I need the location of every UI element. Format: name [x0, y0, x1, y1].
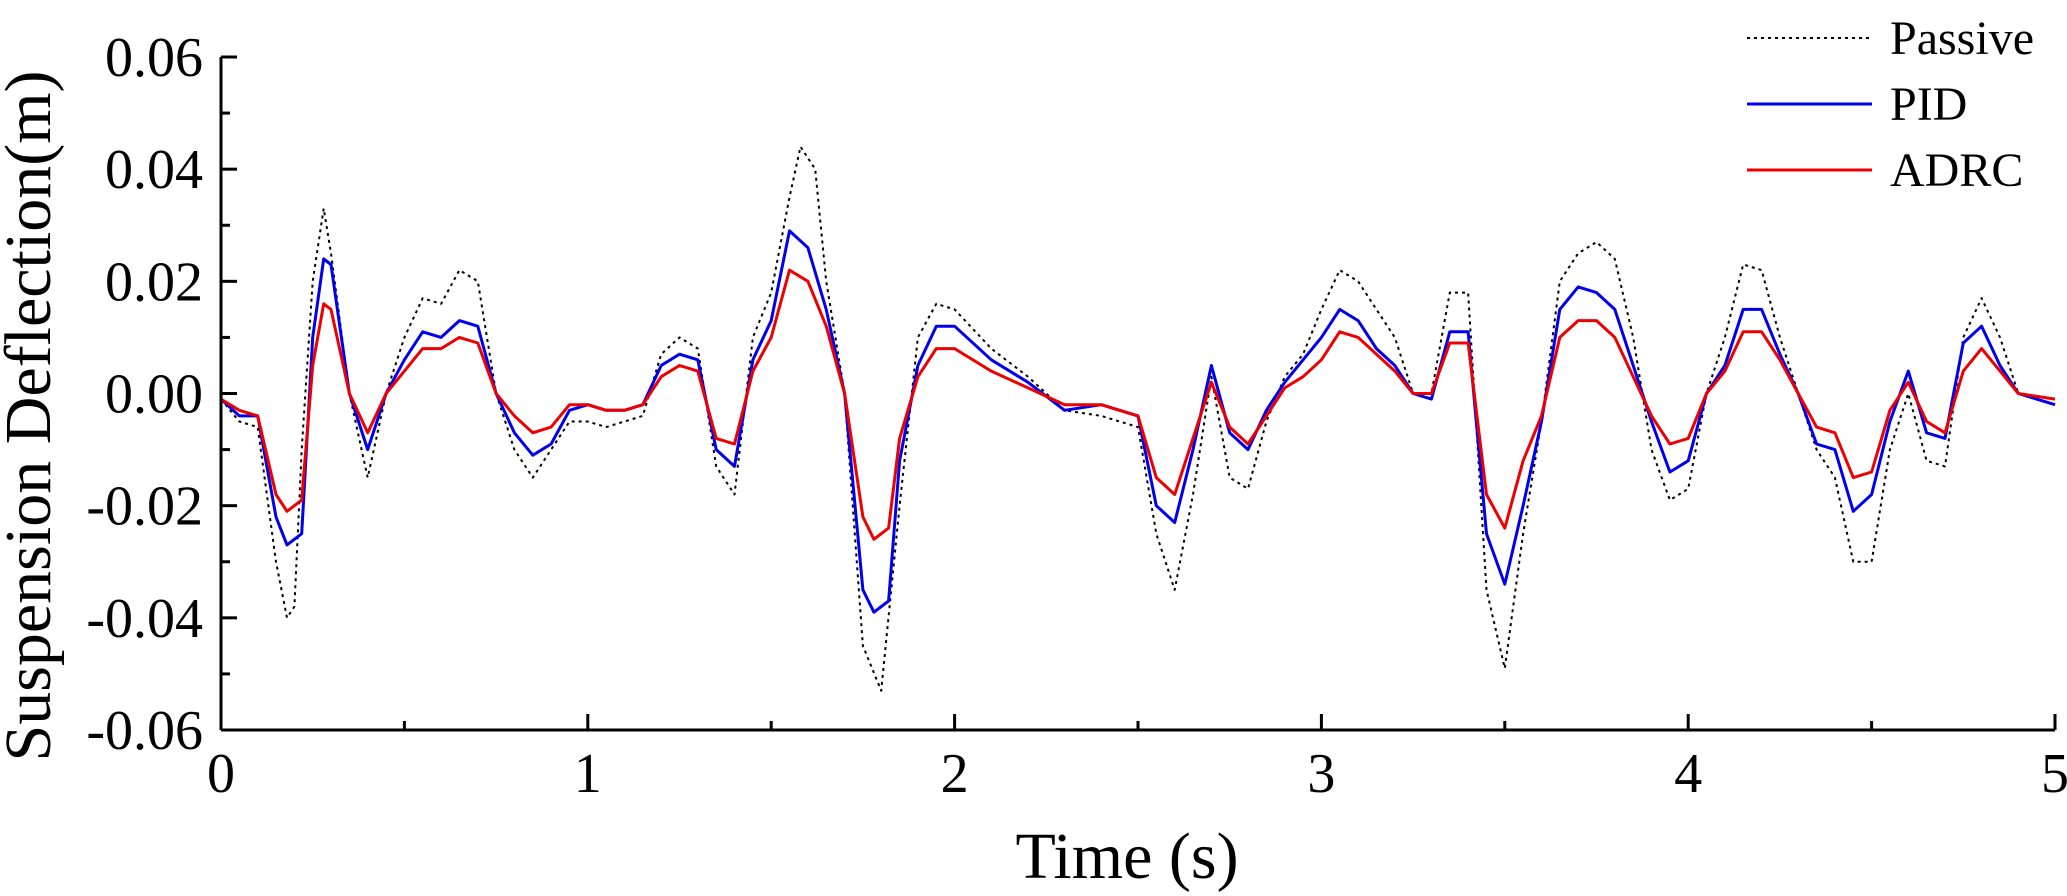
series-line-adrc — [220, 268, 2056, 541]
x-tick-label: 2 — [941, 743, 969, 805]
legend-label-passive: Passive — [1890, 12, 2034, 65]
y-tick-label: 0.06 — [105, 27, 203, 89]
x-tick-label: 3 — [1307, 743, 1335, 805]
y-tick-label: 0.02 — [105, 251, 203, 313]
y-tick-label: -0.06 — [86, 700, 203, 762]
legend-label-pid: PID — [1890, 78, 1967, 131]
series-lines — [219, 145, 2056, 692]
y-axis-title: Suspension Deflection(m) — [0, 70, 65, 761]
y-tick-label: -0.02 — [86, 476, 203, 538]
y-tick-label: -0.04 — [86, 588, 203, 650]
series-line-pid — [219, 229, 2056, 614]
x-tick-label: 1 — [574, 743, 602, 805]
y-tick-label: 0.04 — [105, 139, 203, 201]
x-tick-label: 0 — [207, 743, 235, 805]
x-axis-title: Time (s) — [1015, 820, 1238, 893]
x-tick-label: 4 — [1674, 743, 1702, 805]
axes — [219, 57, 2055, 732]
x-tick-label: 5 — [2041, 743, 2067, 805]
legend-label-adrc: ADRC — [1890, 144, 2023, 197]
y-tick-label: 0.00 — [105, 364, 203, 426]
tick-labels: 0 1 2 3 4 5 -0.06 -0.04 -0.02 0.00 0.02 0.04 0.06 — [86, 27, 2067, 805]
legend: Passive PID ADRC — [1747, 12, 2034, 197]
series-line-passive — [220, 145, 2056, 692]
